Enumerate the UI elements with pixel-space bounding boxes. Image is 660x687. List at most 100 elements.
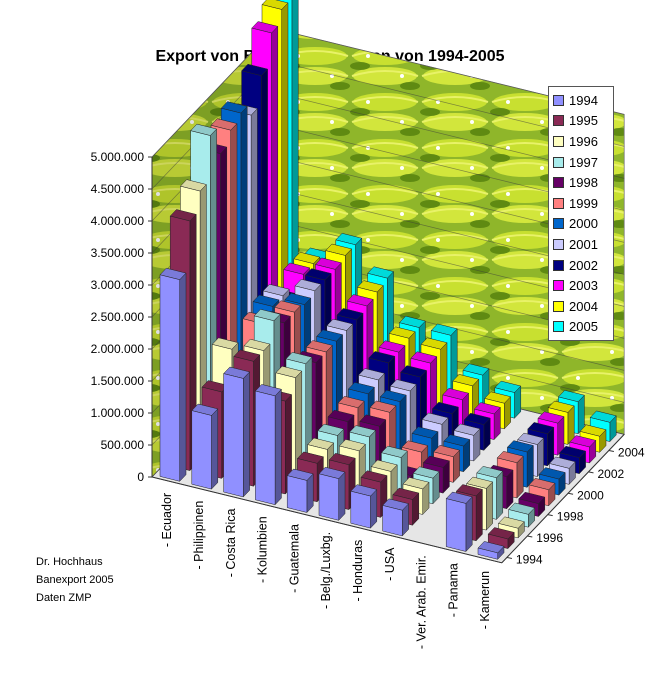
legend-swatch [553, 115, 564, 127]
legend-swatch [553, 197, 564, 209]
footnote: Dr. Hochhaus Banexport 2005 Daten ZMP [36, 553, 114, 607]
footnote-line: Daten ZMP [36, 592, 92, 604]
legend-swatch [553, 94, 564, 106]
y-tick-label: 4.000.000 [91, 214, 145, 228]
category-label: - Kolumbien [256, 516, 270, 583]
bar [477, 541, 505, 560]
legend-label: 1997 [569, 154, 598, 170]
bar [191, 403, 219, 490]
category-label: - Panama [446, 563, 460, 617]
y-tick-label: 500.000 [101, 438, 145, 452]
bar [350, 484, 378, 529]
bar-side [496, 470, 504, 521]
category-label: - Costa Rica [224, 508, 238, 577]
bars [159, 0, 617, 560]
bar-side [475, 488, 483, 542]
bar-side [338, 471, 346, 521]
legend-label: 1996 [569, 133, 598, 149]
bar-front [286, 475, 308, 513]
depth-axis-line [501, 434, 625, 564]
bar-side [243, 371, 250, 498]
legend-item: 2002 [553, 255, 611, 276]
bar-side [486, 481, 493, 531]
category-label: - Belg./Luxbg. [319, 532, 333, 609]
category-label: - Honduras [351, 540, 365, 602]
legend-item: 1998 [553, 172, 611, 193]
bar-front [159, 274, 180, 482]
category-label: - Guatemala [287, 524, 301, 593]
category-label: - Ver. Arab. Emir. [415, 555, 429, 649]
bar-side [179, 272, 187, 482]
x-axis-line [151, 476, 502, 564]
legend-label: 2000 [569, 216, 598, 232]
legend-label: 1994 [569, 92, 598, 108]
depth-tick-label: 2002 [598, 467, 625, 481]
legend-swatch [553, 321, 564, 333]
y-tick-label: 5.000.000 [91, 150, 145, 164]
legend-swatch [553, 135, 564, 147]
bar [286, 468, 314, 514]
depth-tick-label: 1994 [516, 552, 543, 566]
legend-label: 2003 [569, 278, 598, 294]
legend-swatch [553, 238, 564, 250]
bar-front [318, 473, 339, 521]
category-label: - Ecuador [160, 493, 174, 547]
depth-tick-label: 2004 [618, 445, 645, 459]
bar [445, 491, 473, 553]
legend-item: 1994 [553, 90, 611, 111]
legend-item: 1997 [553, 152, 611, 173]
legend-label: 1998 [569, 175, 598, 191]
bar-side [211, 408, 219, 490]
legend-item: 1995 [553, 111, 611, 132]
legend-swatch [553, 280, 564, 292]
bar-front [191, 410, 212, 490]
legend-label: 1999 [569, 195, 598, 211]
y-tick-label: 3.500.000 [91, 246, 145, 260]
category-label: - Philippinen [192, 501, 206, 570]
y-tick-label: 1.500.000 [91, 374, 145, 388]
legend-swatch [553, 259, 564, 271]
y-tick-label: 2.500.000 [91, 310, 145, 324]
y-tick-label: 1.000.000 [91, 406, 145, 420]
legend-label: 2002 [569, 257, 598, 273]
legend-swatch [553, 300, 564, 312]
legend: 1994 1995 1996 1997 1998 1999 2000 2001 2002 2003… [548, 86, 614, 342]
legend-label: 1995 [569, 113, 598, 129]
category-label: - USA [383, 547, 397, 581]
footnote-line: Banexport 2005 [36, 574, 114, 586]
bar-front [445, 498, 467, 552]
depth-tick [588, 471, 594, 474]
bar-front [477, 547, 498, 560]
bar-front [255, 390, 276, 506]
depth-tick [608, 449, 614, 452]
footnote-line: Dr. Hochhaus [36, 556, 103, 568]
y-tick-label: 2.000.000 [91, 342, 145, 356]
legend-swatch [553, 218, 564, 230]
bar-side [465, 496, 473, 553]
legend-item: 2001 [553, 234, 611, 255]
bar [159, 267, 187, 482]
bar [382, 498, 410, 537]
bar [318, 466, 346, 521]
legend-item: 2005 [553, 317, 611, 338]
legend-item: 2004 [553, 296, 611, 317]
legend-item: 2003 [553, 275, 611, 296]
bar [254, 384, 282, 506]
bar-side [516, 455, 524, 499]
legend-swatch [553, 156, 564, 168]
legend-item: 1996 [553, 131, 611, 152]
depth-tick-label: 1998 [557, 510, 584, 524]
depth-tick [506, 556, 512, 559]
depth-tick [527, 535, 533, 538]
depth-tick-label: 1996 [536, 531, 563, 545]
legend-label: 2004 [569, 298, 598, 314]
axes: 0 500.000 1.000.000 1.500.000 2.000.000 2.500… [91, 150, 645, 649]
legend-label: 2005 [569, 319, 598, 335]
bar-front [350, 490, 371, 529]
legend-item: 1999 [553, 193, 611, 214]
legend-item: 2000 [553, 214, 611, 235]
depth-tick [547, 514, 553, 517]
legend-label: 2001 [569, 236, 598, 252]
bar-front [223, 373, 244, 498]
depth-tick [568, 492, 574, 495]
